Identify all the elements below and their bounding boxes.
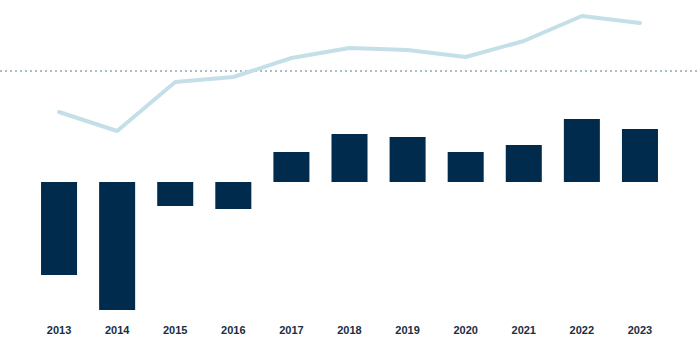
bar [41, 182, 77, 275]
bar [622, 129, 658, 182]
reference-line [0, 70, 700, 71]
x-tick-label: 2019 [395, 324, 419, 336]
x-tick-label: 2017 [279, 324, 303, 336]
x-tick-label: 2020 [453, 324, 477, 336]
x-tick-label: 2016 [221, 324, 245, 336]
bar [506, 145, 542, 182]
bar [99, 182, 135, 310]
x-tick-label: 2023 [628, 324, 652, 336]
plot-area [0, 16, 700, 310]
bar [273, 152, 309, 182]
x-tick-label: 2015 [163, 324, 187, 336]
x-tick-label: 2022 [570, 324, 594, 336]
bar [448, 152, 484, 182]
bar [390, 137, 426, 182]
x-tick-label: 2013 [47, 324, 71, 336]
x-tick-label: 2018 [337, 324, 361, 336]
line [59, 16, 640, 131]
chart-container: 2013 2014 2015 2016 2017 2018 2019 2020 2021 2022… [0, 0, 700, 351]
bar [564, 119, 600, 182]
bar [157, 182, 193, 206]
x-tick-label: 2014 [105, 324, 130, 336]
chart: 2013 2014 2015 2016 2017 2018 2019 2020 2021 2022… [0, 0, 700, 351]
bar [331, 134, 367, 182]
bar [215, 182, 251, 209]
x-tick-label: 2021 [512, 324, 536, 336]
